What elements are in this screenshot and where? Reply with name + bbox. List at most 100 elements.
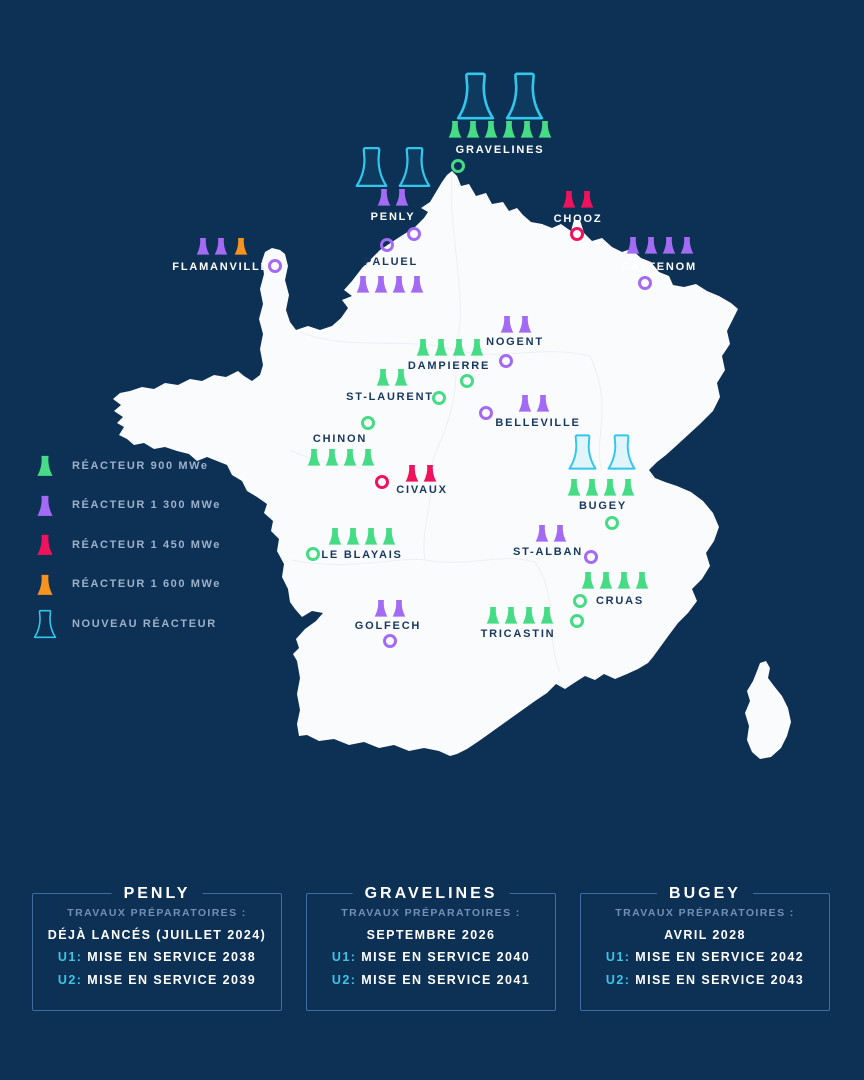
site-penly-marker — [407, 227, 421, 241]
legend-label: NOUVEAU RÉACTEUR — [72, 617, 217, 630]
reactor-900-icon — [37, 456, 53, 477]
reactor-900-icon — [486, 606, 500, 624]
site-le-blayais-marker — [306, 547, 320, 561]
legend-label: RÉACTEUR 1 600 MWe — [72, 578, 222, 591]
unit-service-text: MISE EN SERVICE 2039 — [87, 972, 257, 987]
reactor-1300-icon — [37, 495, 53, 516]
site-penly-reactors — [377, 188, 410, 207]
site-st-laurent-label: ST-LAURENT — [346, 391, 434, 403]
reactor-group-900 — [567, 478, 636, 497]
site-flamanville-reactors — [196, 237, 249, 256]
site-chooz-label: CHOOZ — [553, 213, 603, 225]
legend: RÉACTEUR 900 MWe RÉACTEUR 1 300 MWe RÉACTE… — [30, 446, 221, 644]
site-belleville-reactors — [518, 394, 551, 413]
reactor-900-icon — [434, 338, 448, 356]
reactor-1600-icon — [234, 237, 248, 255]
unit-label: U1: — [605, 950, 631, 964]
reactor-900-icon — [452, 338, 466, 356]
unit-service-row: U1: MISE EN SERVICE 2038 — [58, 950, 256, 964]
site-dampierre-marker — [460, 374, 474, 388]
site-gravelines-reactors — [448, 120, 553, 139]
reactor-1300-icon — [518, 394, 532, 412]
site-bugey-reactors — [567, 478, 636, 497]
reactor-1600-legend-icon — [30, 573, 60, 596]
reactor-900-icon — [635, 571, 649, 589]
site-flamanville-marker — [268, 259, 282, 273]
site-st-alban-reactors — [535, 524, 568, 543]
reactor-group-1300 — [377, 188, 410, 207]
reactor-1300-icon — [644, 236, 658, 254]
reactor-group-1450 — [562, 190, 595, 209]
info-box-rows: TRAVAUX PRÉPARATOIRES : SEPTEMBRE 2026 U1:… — [307, 907, 555, 987]
reactor-group-1300 — [518, 394, 551, 413]
site-gravelines-marker — [451, 159, 465, 173]
site-st-laurent-marker — [432, 391, 446, 405]
reactor-900-icon — [502, 120, 516, 138]
reactor-1450-icon — [580, 190, 594, 208]
site-belleville-marker — [479, 406, 493, 420]
site-cattenom-reactors — [626, 236, 695, 255]
site-paluel-marker — [380, 238, 394, 252]
site-chooz-reactors — [562, 190, 595, 209]
site-dampierre-reactors — [416, 338, 485, 357]
site-gravelines-new-reactors — [456, 71, 545, 121]
unit-service-text: MISE EN SERVICE 2041 — [361, 972, 531, 987]
site-le-blayais-label: LE BLAYAIS — [321, 549, 403, 561]
reactor-900-icon — [361, 448, 375, 466]
unit-label: U2: — [57, 972, 83, 987]
unit-service-row: U2: MISE EN SERVICE 2039 — [58, 973, 256, 987]
reactor-900-icon — [307, 448, 321, 466]
site-tricastin-label: TRICASTIN — [480, 628, 556, 640]
info-box-penly-title: PENLY — [111, 885, 203, 903]
reactor-1450-icon — [405, 464, 419, 482]
site-cattenom-label: CATTENOM — [621, 261, 697, 273]
unit-label: U2: — [331, 972, 357, 987]
legend-item-reactor-1300: RÉACTEUR 1 300 MWe — [30, 486, 221, 526]
reactor-group-1300 — [356, 275, 425, 294]
site-st-laurent-reactors — [376, 368, 409, 387]
reactor-1300-icon — [662, 236, 676, 254]
new-reactor-icon — [456, 72, 495, 120]
site-chinon-reactors — [307, 448, 376, 467]
reactor-1300-icon — [626, 236, 640, 254]
reactor-900-icon — [466, 120, 480, 138]
site-tricastin-marker — [570, 614, 584, 628]
site-bugey-label: BUGEY — [578, 500, 628, 512]
legend-item-reactor-900: RÉACTEUR 900 MWe — [30, 446, 221, 486]
site-gravelines-label: GRAVELINES — [455, 144, 545, 156]
unit-service-text: MISE EN SERVICE 2038 — [87, 950, 257, 964]
reactor-900-icon — [617, 571, 631, 589]
info-box-bugey-title: BUGEY — [657, 885, 753, 903]
preparatory-works-label: TRAVAUX PRÉPARATOIRES : — [615, 907, 795, 919]
reactor-1300-icon — [377, 188, 391, 206]
info-box-rows: TRAVAUX PRÉPARATOIRES : AVRIL 2028 U1: MISE… — [581, 907, 829, 987]
reactor-group-900 — [328, 527, 397, 546]
site-chinon-marker — [361, 416, 375, 430]
reactor-1300-icon — [374, 275, 388, 293]
legend-label: RÉACTEUR 1 300 MWe — [72, 499, 222, 512]
new-reactor-icon — [607, 434, 636, 470]
reactor-1300-icon — [553, 524, 567, 542]
new-reactor-legend-icon — [30, 609, 60, 639]
reactor-900-icon — [599, 571, 613, 589]
site-cruas-reactors — [581, 571, 650, 590]
preparatory-works-date: SEPTEMBRE 2026 — [366, 927, 496, 942]
info-box-rows: TRAVAUX PRÉPARATOIRES : DÉJÀ LANCÉS (JUIL… — [33, 907, 281, 987]
reactor-1300-icon — [392, 599, 406, 617]
reactor-group-1600 — [234, 237, 249, 256]
reactor-900-icon — [376, 368, 390, 386]
reactor-1450-legend-icon — [30, 533, 60, 556]
reactor-900-icon — [343, 448, 357, 466]
legend-label: RÉACTEUR 1 450 MWe — [72, 538, 222, 551]
new-reactor-icon — [398, 147, 431, 187]
reactor-1300-icon — [395, 188, 409, 206]
site-golfech-marker — [383, 634, 397, 648]
reactor-1300-icon — [536, 394, 550, 412]
info-box-penly: PENLY TRAVAUX PRÉPARATOIRES : DÉJÀ LANCÉS … — [32, 885, 282, 1011]
unit-service-row: U2: MISE EN SERVICE 2043 — [606, 973, 804, 987]
reactor-1300-icon — [500, 315, 514, 333]
site-penly-label: PENLY — [370, 211, 416, 223]
reactor-1300-icon — [374, 599, 388, 617]
reactor-group-900 — [581, 571, 650, 590]
reactor-1300-icon — [410, 275, 424, 293]
